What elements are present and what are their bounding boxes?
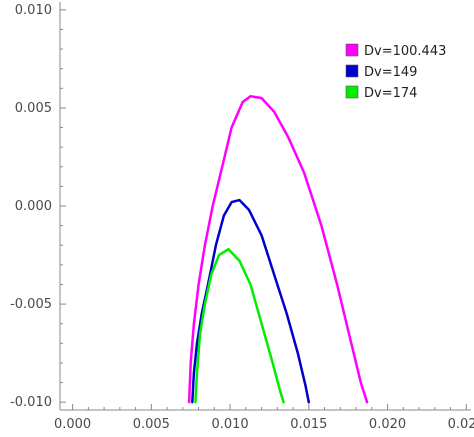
- legend-swatch: [345, 43, 359, 57]
- x-tick-label: 0.000: [54, 417, 91, 432]
- y-tick-label: -0.010: [10, 395, 52, 410]
- legend-label: Dv=100.443: [364, 44, 446, 59]
- y-tick-label: 0.000: [15, 199, 52, 214]
- legend-swatch: [345, 85, 359, 99]
- y-tick-label: 0.010: [15, 3, 52, 18]
- x-tick-label: 0.020: [369, 417, 406, 432]
- y-tick-label: 0.005: [15, 101, 52, 116]
- legend-label: Dv=149: [364, 65, 417, 80]
- legend-label: Dv=174: [364, 86, 417, 101]
- legend-swatch: [345, 64, 359, 78]
- x-tick-label: 0.025: [448, 417, 474, 432]
- legend: Dv=100.443 Dv=149 Dv=174: [345, 43, 446, 101]
- series-line: [187, 94, 369, 404]
- series-line: [191, 198, 311, 404]
- axes: 0.000 0.005 0.010 0.015 0.020 0.025 -0.010 -0.0…: [10, 2, 474, 432]
- x-tick-label: 0.010: [211, 417, 248, 432]
- x-tick-label: 0.015: [290, 417, 327, 432]
- series-line: [194, 247, 285, 404]
- x-tick-label: 0.005: [133, 417, 170, 432]
- y-tick-label: -0.005: [10, 297, 52, 312]
- series-group: [187, 94, 369, 404]
